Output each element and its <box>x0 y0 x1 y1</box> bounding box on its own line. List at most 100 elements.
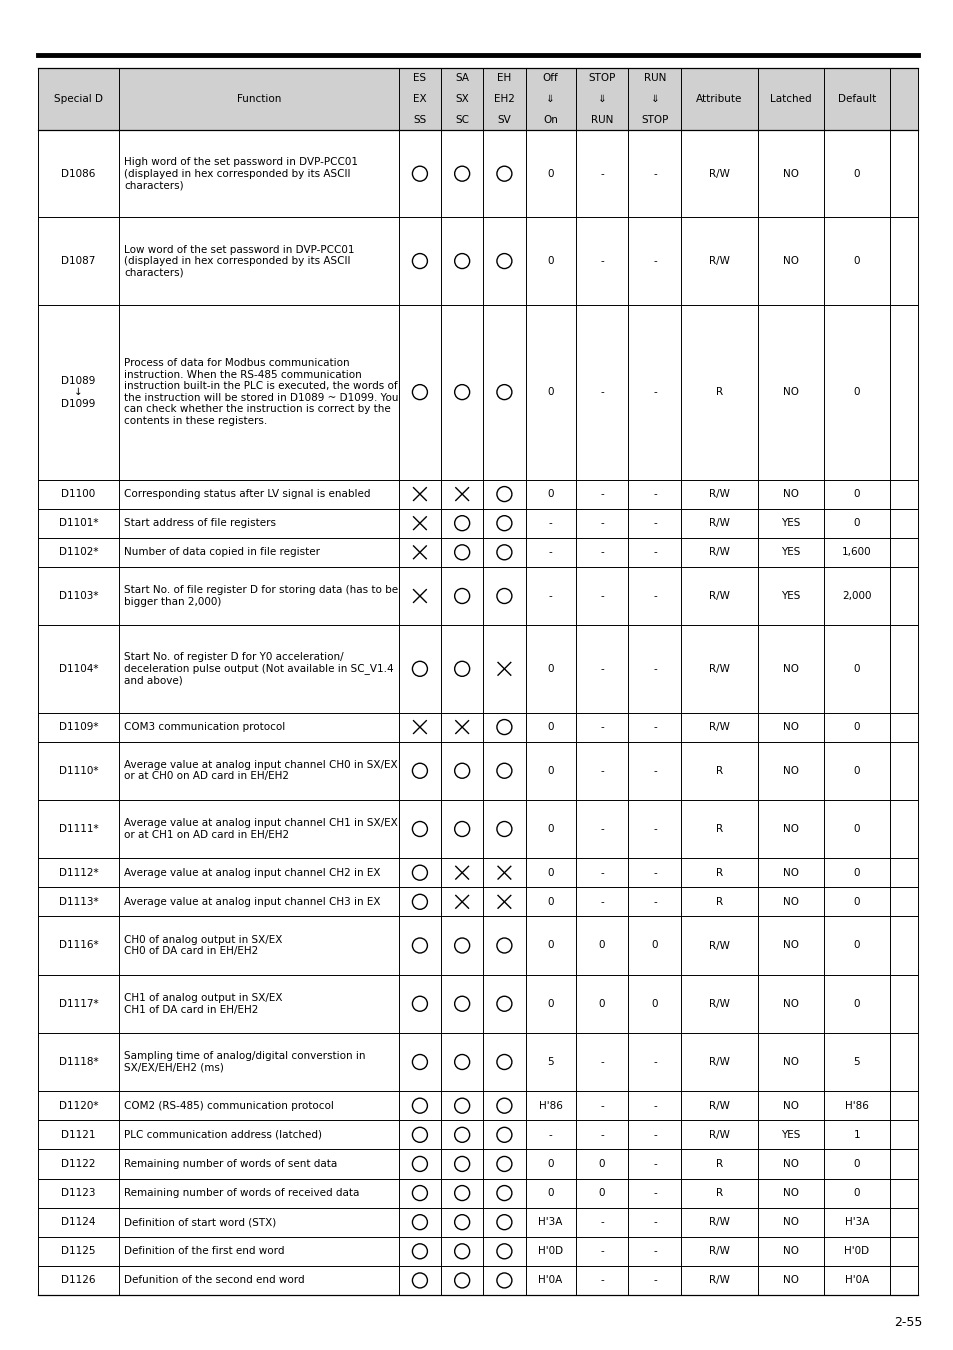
Text: EH: EH <box>497 73 511 84</box>
Text: -: - <box>599 722 603 732</box>
Text: NO: NO <box>782 1246 798 1257</box>
Bar <box>38 1208 917 1237</box>
Text: Attribute: Attribute <box>696 95 742 104</box>
Bar <box>38 859 917 887</box>
Text: -: - <box>652 518 656 528</box>
Text: SS: SS <box>413 115 426 124</box>
Text: NO: NO <box>782 387 798 397</box>
Text: NO: NO <box>782 1158 798 1169</box>
Text: 0: 0 <box>598 999 605 1008</box>
Text: Function: Function <box>236 95 281 104</box>
Text: D1118*: D1118* <box>58 1057 98 1066</box>
Text: D1126: D1126 <box>61 1276 95 1285</box>
Text: H'0D: H'0D <box>537 1246 562 1257</box>
Text: STOP: STOP <box>588 73 615 84</box>
Text: Low word of the set password in DVP-PCC01: Low word of the set password in DVP-PCC0… <box>124 244 355 255</box>
Text: 0: 0 <box>547 868 554 878</box>
Text: SX: SX <box>455 95 469 104</box>
Text: 0: 0 <box>853 1188 860 1197</box>
Text: -: - <box>599 896 603 907</box>
Text: ⇓: ⇓ <box>546 95 555 104</box>
Text: NO: NO <box>782 1276 798 1285</box>
Text: ↓: ↓ <box>74 387 83 397</box>
Text: Definition of start word (STX): Definition of start word (STX) <box>124 1218 276 1227</box>
Text: CH0 of analog output in SX/EX: CH0 of analog output in SX/EX <box>124 934 282 945</box>
Text: 0: 0 <box>853 518 860 528</box>
Text: -: - <box>599 664 603 674</box>
Text: -: - <box>599 591 603 601</box>
Text: Start No. of register D for Y0 acceleration/: Start No. of register D for Y0 accelerat… <box>124 652 343 663</box>
Text: deceleration pulse output (Not available in SC_V1.4: deceleration pulse output (Not available… <box>124 663 394 674</box>
Text: CH1 of DA card in EH/EH2: CH1 of DA card in EH/EH2 <box>124 1004 258 1014</box>
Text: -: - <box>599 1276 603 1285</box>
Text: 0: 0 <box>547 722 554 732</box>
Text: D1103*: D1103* <box>59 591 98 601</box>
Text: or at CH1 on AD card in EH/EH2: or at CH1 on AD card in EH/EH2 <box>124 830 289 840</box>
Text: -: - <box>599 489 603 500</box>
Text: 0: 0 <box>598 941 605 950</box>
Text: D1120*: D1120* <box>59 1100 98 1111</box>
Text: Corresponding status after LV signal is enabled: Corresponding status after LV signal is … <box>124 489 370 500</box>
Text: Special D: Special D <box>54 95 103 104</box>
Text: Sampling time of analog/digital converstion in: Sampling time of analog/digital converst… <box>124 1052 365 1061</box>
Text: -: - <box>548 591 552 601</box>
Text: D1124: D1124 <box>61 1218 95 1227</box>
Text: -: - <box>599 518 603 528</box>
Text: -: - <box>652 169 656 178</box>
Text: D1122: D1122 <box>61 1158 95 1169</box>
Text: NO: NO <box>782 489 798 500</box>
Text: COM3 communication protocol: COM3 communication protocol <box>124 722 285 732</box>
Text: characters): characters) <box>124 180 183 190</box>
Text: NO: NO <box>782 941 798 950</box>
Text: CH1 of analog output in SX/EX: CH1 of analog output in SX/EX <box>124 994 282 1003</box>
Text: -: - <box>652 896 656 907</box>
Text: R/W: R/W <box>708 1276 729 1285</box>
Text: 0: 0 <box>547 896 554 907</box>
Text: COM2 (RS-485) communication protocol: COM2 (RS-485) communication protocol <box>124 1100 334 1111</box>
Text: R/W: R/W <box>708 169 729 178</box>
Text: ⇓: ⇓ <box>598 95 606 104</box>
Text: D1113*: D1113* <box>58 896 98 907</box>
Bar <box>38 741 917 799</box>
Text: contents in these registers.: contents in these registers. <box>124 416 267 425</box>
Text: R/W: R/W <box>708 1130 729 1139</box>
Text: YES: YES <box>781 591 800 601</box>
Bar <box>38 1120 917 1149</box>
Text: -: - <box>652 664 656 674</box>
Bar <box>38 625 917 713</box>
Text: NO: NO <box>782 664 798 674</box>
Bar <box>38 1033 917 1091</box>
Text: SX/EX/EH/EH2 (ms): SX/EX/EH/EH2 (ms) <box>124 1062 224 1073</box>
Text: High word of the set password in DVP-PCC01: High word of the set password in DVP-PCC… <box>124 157 357 167</box>
Bar <box>38 567 917 625</box>
Text: YES: YES <box>781 518 800 528</box>
Text: 0: 0 <box>547 1158 554 1169</box>
Text: NO: NO <box>782 868 798 878</box>
Text: YES: YES <box>781 1130 800 1139</box>
Text: bigger than 2,000): bigger than 2,000) <box>124 597 221 606</box>
Text: -: - <box>548 1130 552 1139</box>
Text: Definition of the first end word: Definition of the first end word <box>124 1246 284 1257</box>
Text: 0: 0 <box>853 387 860 397</box>
Text: D1086: D1086 <box>61 169 95 178</box>
Text: Default: Default <box>837 95 875 104</box>
Text: D1089: D1089 <box>61 375 95 386</box>
Text: 0: 0 <box>598 1188 605 1197</box>
Text: -: - <box>652 824 656 834</box>
Text: D1112*: D1112* <box>58 868 98 878</box>
Text: D1121: D1121 <box>61 1130 95 1139</box>
Text: D1123: D1123 <box>61 1188 95 1197</box>
Text: NO: NO <box>782 1218 798 1227</box>
Text: Average value at analog input channel CH2 in EX: Average value at analog input channel CH… <box>124 868 380 878</box>
Text: Start No. of file register D for storing data (has to be: Start No. of file register D for storing… <box>124 586 397 595</box>
Text: R: R <box>716 1188 722 1197</box>
Bar <box>38 130 917 217</box>
Text: instruction. When the RS-485 communication: instruction. When the RS-485 communicati… <box>124 370 361 379</box>
Text: R: R <box>716 765 722 776</box>
Bar <box>38 1237 917 1266</box>
Text: -: - <box>599 256 603 266</box>
Text: 0: 0 <box>853 664 860 674</box>
Text: H'3A: H'3A <box>843 1218 868 1227</box>
Text: R/W: R/W <box>708 722 729 732</box>
Text: H'0A: H'0A <box>843 1276 868 1285</box>
